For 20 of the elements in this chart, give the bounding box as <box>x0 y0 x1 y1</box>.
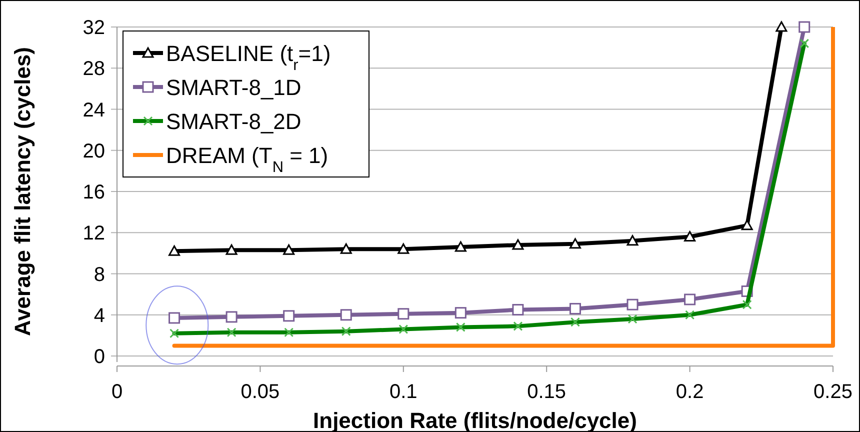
y-tick-label: 16 <box>82 182 105 204</box>
x-tick-label: 0.25 <box>814 381 852 403</box>
legend-label: BASELINE (t$_{r}$=1) <box>166 41 331 74</box>
y-tick-label: 24 <box>82 99 105 122</box>
x-tick-label: 0 <box>111 381 123 403</box>
y-tick-label: 20 <box>82 140 105 162</box>
y-tick-label: 4 <box>94 304 105 327</box>
y-tick-label: 28 <box>82 58 105 80</box>
y-tick-label: 8 <box>94 264 105 286</box>
x-tick-label: 0.1 <box>389 381 418 403</box>
y-tick-label: 0 <box>94 346 105 368</box>
x-tick-label: 0.05 <box>240 381 280 403</box>
legend-label: SMART-8_2D <box>166 109 302 134</box>
y-axis-title: Average flit latency (cycles) <box>10 47 35 336</box>
y-tick-label: 12 <box>82 222 105 245</box>
x-tick-label: 0.15 <box>527 381 566 403</box>
y-tick-label: 32 <box>82 17 105 39</box>
x-tick-label: 0.2 <box>676 381 704 403</box>
legend-label: SMART-8_1D <box>166 75 302 100</box>
legend-label: DREAM (T$_{N}$ = 1) <box>166 143 328 176</box>
